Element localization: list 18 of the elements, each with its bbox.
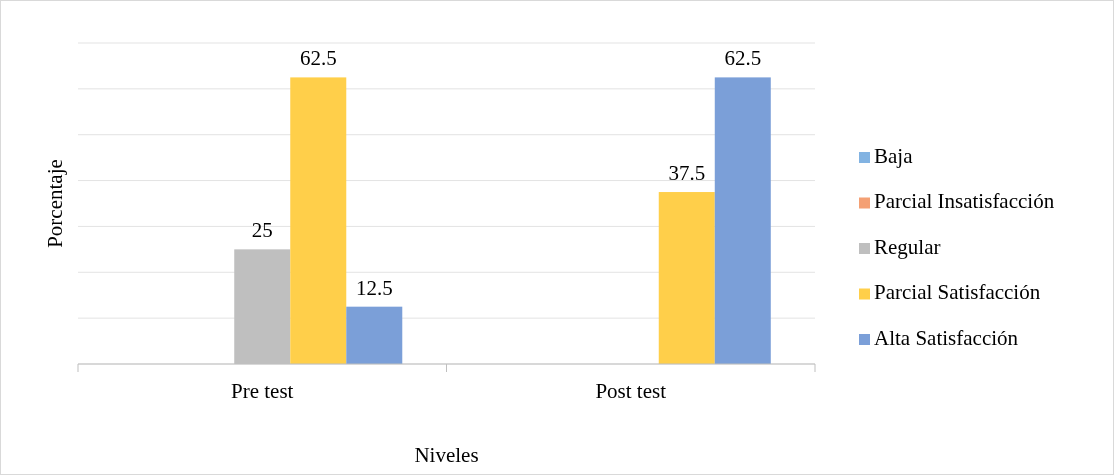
x-tick-label: Pre test (231, 379, 294, 403)
legend-label: Regular (874, 234, 941, 259)
data-label: 62.5 (299, 46, 337, 71)
bar (714, 77, 771, 364)
bar (290, 77, 347, 364)
x-tick-label: Post test (595, 379, 667, 403)
legend-label: Baja (874, 143, 914, 168)
x-axis-title: Niveles (414, 443, 479, 467)
data-label: 62.5 (724, 46, 762, 71)
legend-label: Parcial Insatisfacción (874, 189, 1055, 214)
y-axis-title: Porcentaje (43, 159, 67, 248)
bar (658, 192, 715, 364)
data-label: 25 (251, 218, 273, 243)
data-label: 12.5 (355, 275, 393, 300)
legend-label: Alta Satisfacción (874, 325, 1019, 350)
legend-label: Parcial Satisfacción (874, 280, 1041, 305)
bar (346, 306, 403, 364)
data-label: 37.5 (668, 161, 706, 186)
